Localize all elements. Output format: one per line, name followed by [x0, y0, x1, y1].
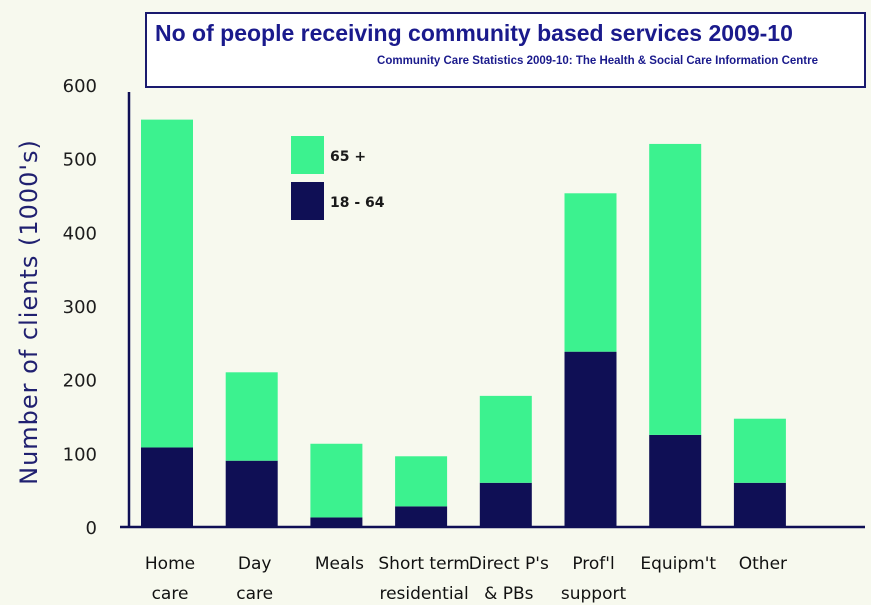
bar-segment: [564, 351, 617, 527]
legend-swatch: [291, 136, 324, 174]
title-box: No of people receiving community based s…: [145, 12, 866, 88]
bar-segment: [649, 143, 702, 435]
x-category-label: care: [152, 584, 189, 604]
bar-segment: [733, 418, 786, 483]
bar-segment: [479, 482, 532, 527]
x-category-label: Meals: [315, 554, 364, 574]
bar-segment: [649, 434, 702, 527]
x-category-label: Short term: [378, 554, 469, 574]
x-category-label: support: [561, 584, 627, 604]
bars: [141, 119, 786, 527]
x-category-label: residential: [379, 584, 468, 604]
legend-swatch: [291, 182, 324, 220]
x-category-label: Prof'l: [572, 554, 614, 574]
x-category-label: Other: [739, 554, 787, 574]
y-tick-label: 500: [63, 150, 97, 171]
bar-segment: [310, 443, 363, 518]
legend-label: 18 - 64: [330, 195, 385, 211]
y-tick-label: 0: [86, 518, 97, 539]
bar-segment: [310, 517, 363, 527]
y-tick-label: 600: [63, 76, 97, 97]
bar-segment: [479, 395, 532, 483]
legend-label: 65 +: [330, 149, 366, 165]
x-category-label: Day: [238, 554, 272, 574]
x-category-label: & PBs: [484, 584, 534, 604]
bar-segment: [733, 482, 786, 527]
bar-segment: [395, 506, 448, 527]
bar-segment: [225, 460, 278, 527]
y-tick-label: 300: [63, 297, 97, 318]
bar-segment: [141, 447, 193, 527]
y-tick-label: 100: [63, 444, 97, 465]
y-ticks: 0 100 200 300 400 500 600: [63, 76, 97, 539]
y-tick-label: 400: [63, 223, 97, 244]
bar-segment: [225, 372, 278, 461]
x-category-label: Equipm't: [640, 554, 716, 574]
legend: 65 + 18 - 64: [291, 136, 385, 220]
x-category-label: care: [236, 584, 273, 604]
bar-segment: [395, 456, 448, 507]
bar-segment: [564, 193, 617, 352]
x-category-label: Home: [145, 554, 195, 574]
x-category-label: Direct P's: [469, 554, 549, 574]
chart-title: No of people receiving community based s…: [155, 20, 793, 46]
y-axis-label: Number of clients (1000's): [15, 139, 43, 485]
y-tick-label: 200: [63, 371, 97, 392]
chart-subtitle: Community Care Statistics 2009-10: The H…: [377, 55, 818, 67]
bar-segment: [141, 119, 193, 448]
category-labels: Home care Day care Meals Short term residentia…: [145, 554, 787, 604]
